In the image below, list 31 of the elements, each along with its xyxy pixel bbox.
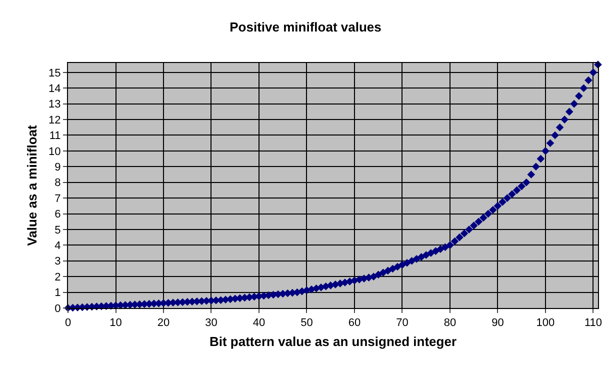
y-tick-label: 4 [54, 240, 61, 252]
x-tick-label: 60 [348, 317, 361, 330]
y-tick-label: 15 [48, 67, 61, 80]
x-tick-label: 90 [492, 317, 504, 330]
y-tick-label: 12 [48, 114, 61, 126]
x-tick-label: 30 [205, 317, 218, 330]
y-tick-label: 10 [48, 146, 61, 158]
x-tick-label: 40 [252, 317, 266, 330]
y-tick-label: 1 [54, 287, 61, 300]
x-tick-label: 80 [444, 317, 456, 330]
y-tick-label: 11 [49, 130, 61, 142]
y-tick-label: 8 [54, 177, 61, 190]
x-tick-label: 0 [64, 317, 72, 330]
x-axis-title: Bit pattern value as an unsigned integer [209, 334, 457, 349]
y-tick-label: 13 [48, 98, 61, 111]
y-tick-label: 0 [54, 302, 61, 315]
x-tick-label: 100 [536, 317, 555, 330]
x-tick-label: 10 [110, 317, 122, 330]
y-tick-label: 14 [48, 82, 61, 95]
y-tick-label: 2 [54, 271, 61, 284]
y-tick-label: 7 [54, 192, 61, 205]
y-tick-label: 5 [54, 224, 61, 236]
y-tick-label: 9 [54, 162, 61, 174]
x-tick-label: 70 [396, 317, 408, 330]
x-tick-label: 50 [300, 317, 313, 330]
chart-title: Positive minifloat values [230, 20, 382, 35]
x-tick-label: 110 [584, 317, 602, 330]
y-tick-label: 6 [54, 208, 61, 221]
y-axis-title: Value as a minifloat [24, 124, 40, 246]
x-tick-label: 20 [157, 317, 170, 330]
y-tick-label: 3 [54, 256, 61, 268]
